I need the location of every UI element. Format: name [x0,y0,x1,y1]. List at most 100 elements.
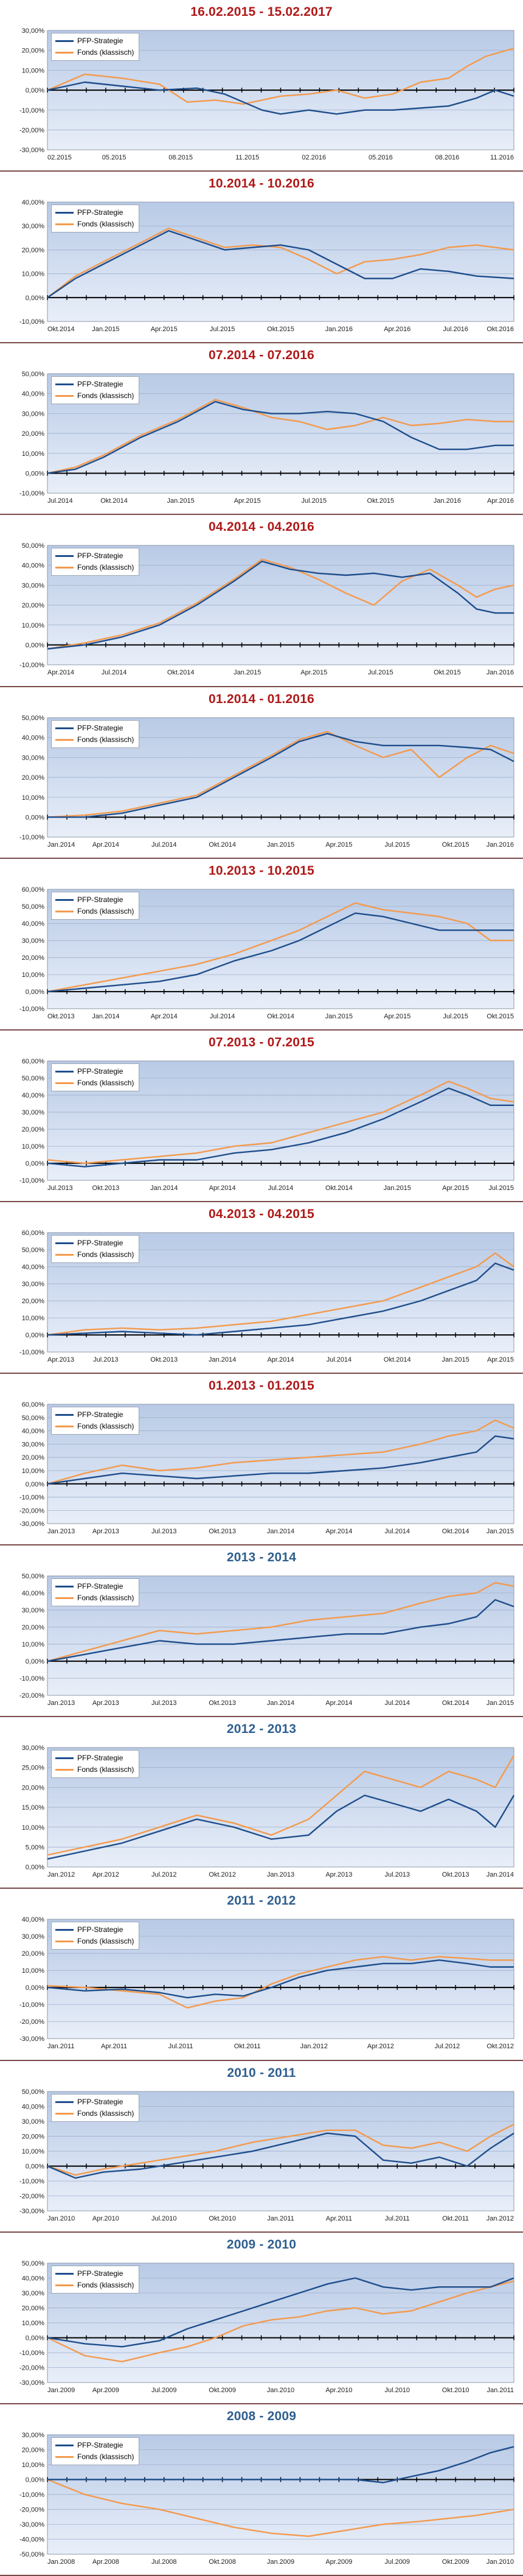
series-line-fonds [47,559,514,650]
y-tick-label: 30,00% [22,1745,45,1752]
legend-swatch [55,223,74,226]
legend-swatch [55,567,74,569]
legend-entry: PFP-Strategie [55,2096,134,2108]
x-tick-label: Jan.2016 [325,326,353,333]
y-tick-label: 30,00% [22,223,45,230]
legend-label: PFP-Strategie [77,1754,123,1763]
y-tick-label: 10,00% [22,2462,45,2469]
x-tick-label: Jul.2011 [168,2043,193,2051]
y-tick-label: 0,00% [26,471,44,478]
legend-entry: PFP-Strategie [55,2440,134,2451]
legend-label: PFP-Strategie [77,380,123,389]
x-tick-label: Jul.2013 [93,1356,119,1363]
x-tick-label: Apr.2015 [325,841,352,849]
x-tick-label: Jan.2015 [234,670,261,677]
legend-label: Fonds (klassisch) [77,2452,134,2461]
chart-panel: 2008 - 2009 -50,00% -40,00% -30,00% -20,00% -… [0,2404,523,2576]
legend-swatch [55,1929,74,1931]
legend-swatch [55,1253,74,1256]
y-tick-label: 30,00% [22,937,45,945]
legend: PFP-Strategie Fonds (klassisch) [51,33,140,61]
series-line-strategie [47,401,514,474]
legend-entry: Fonds (klassisch) [55,2280,134,2291]
y-tick-label: -10,00% [19,1177,44,1185]
chart-svg: -10,00% 0,00% 10,00% 20,00% 30,00% 40,00% Okt.… [19,199,514,333]
chart-panel: 04.2014 - 04.2016 -10,00% 0,00% 10,00% 20,00… [0,515,523,687]
x-tick-label: Jul.2015 [384,841,410,849]
x-tick-label: Okt.2014 [209,841,236,849]
x-tick-label: Okt.2012 [487,2043,514,2051]
legend-swatch [55,52,74,54]
x-tick-label: Okt.2014 [442,1699,469,1707]
chart-title: 07.2014 - 07.2016 [209,348,314,363]
legend-label: PFP-Strategie [77,551,123,561]
legend: PFP-Strategie Fonds (klassisch) [51,1578,140,1607]
series-line-strategie [47,2446,514,2483]
x-tick-label: Jan.2015 [384,1185,411,1192]
chart-panel: 07.2014 - 07.2016 -10,00% 0,00% 10,00% 20,00… [0,343,523,516]
x-tick-label: Jul.2015 [210,326,235,333]
series-line-fonds [47,2479,514,2537]
panel-separator [0,2403,523,2404]
x-tick-label: Jan.2015 [442,1356,469,1363]
y-tick-label: 25,00% [22,1765,45,1772]
chart-title: 2008 - 2009 [226,2409,297,2423]
chart-svg: -10,00% 0,00% 10,00% 20,00% 30,00% 40,00% 50,0… [19,371,514,505]
x-tick-label: Apr.2015 [234,497,261,505]
x-tick-label: Okt.2013 [209,1699,236,1707]
chart-svg: -30,00% -20,00% -10,00% 0,00% 10,00% 20,00% 30… [19,2088,514,2222]
legend-label: Fonds (klassisch) [77,563,134,572]
y-tick-label: 40,00% [22,1264,45,1271]
legend-swatch [55,383,74,386]
x-tick-label: Jan.2014 [47,841,75,849]
y-tick-label: 30,00% [22,1281,45,1288]
x-tick-label: Jul.2014 [327,1356,352,1363]
legend-entry: Fonds (klassisch) [55,219,134,230]
y-tick-label: 20,00% [22,1126,45,1133]
x-tick-label: Apr.2014 [151,1013,178,1020]
y-tick-label: 50,00% [22,2260,45,2267]
legend-entry: PFP-Strategie [55,207,134,219]
x-tick-label: Jan.2010 [487,2558,514,2566]
y-tick-label: -20,00% [19,2193,44,2200]
legend-label: Fonds (klassisch) [77,1078,134,1087]
y-tick-label: 50,00% [22,371,45,378]
x-tick-label: Okt.2014 [100,497,128,505]
x-tick-label: Jan.2014 [267,1699,294,1707]
legend-label: PFP-Strategie [77,1066,123,1076]
y-tick-label: 0,00% [26,1160,44,1167]
legend-swatch [55,1769,74,1771]
chart-title: 2013 - 2014 [226,1550,297,1565]
y-tick-label: 40,00% [22,2103,45,2110]
y-tick-label: 20,00% [22,774,45,782]
series-line-strategie [47,2132,514,2179]
x-tick-label: 08.2015 [168,154,193,161]
chart-title: 04.2014 - 04.2016 [209,520,314,534]
chart-panel: 2009 - 2010 -30,00% -20,00% -10,00% 0,00% 10,… [0,2233,523,2404]
panel-separator [0,2059,523,2061]
y-tick-label: 15,00% [22,1804,45,1811]
x-tick-label: Okt.2013 [442,1871,469,1878]
chart-panel: 2011 - 2012 -30,00% -20,00% -10,00% 0,00% 10,… [0,1889,523,2061]
chart-svg: -30,00% -20,00% -10,00% 0,00% 10,00% 20,00% 30… [19,1916,514,2051]
x-tick-label: Jan.2011 [267,2215,294,2222]
y-tick-label: -30,00% [19,1521,44,1528]
y-tick-label: 20,00% [22,602,45,609]
x-tick-label: Okt.2010 [209,2215,236,2222]
x-tick-label: Okt.2015 [267,326,294,333]
x-tick-label: Jul.2013 [151,1699,177,1707]
legend: PFP-Strategie Fonds (klassisch) [51,548,140,576]
y-tick-label: 10,00% [22,1641,45,1648]
legend-entry: Fonds (klassisch) [55,562,134,573]
x-tick-label: Okt.2008 [209,2558,236,2566]
x-tick-label: Jul.2014 [384,1699,410,1707]
x-tick-label: Okt.2015 [487,1013,514,1020]
legend-label: PFP-Strategie [77,2440,123,2449]
legend-swatch [55,2284,74,2286]
legend-swatch [55,1414,74,1416]
legend: PFP-Strategie Fonds (klassisch) [51,376,140,405]
series-line-strategie [47,1794,515,1860]
chart-panel: 2010 - 2011 -30,00% -20,00% -10,00% 0,00% 10,… [0,2061,523,2233]
y-tick-label: 10,00% [22,1824,45,1832]
x-tick-label: Jan.2016 [487,841,514,849]
